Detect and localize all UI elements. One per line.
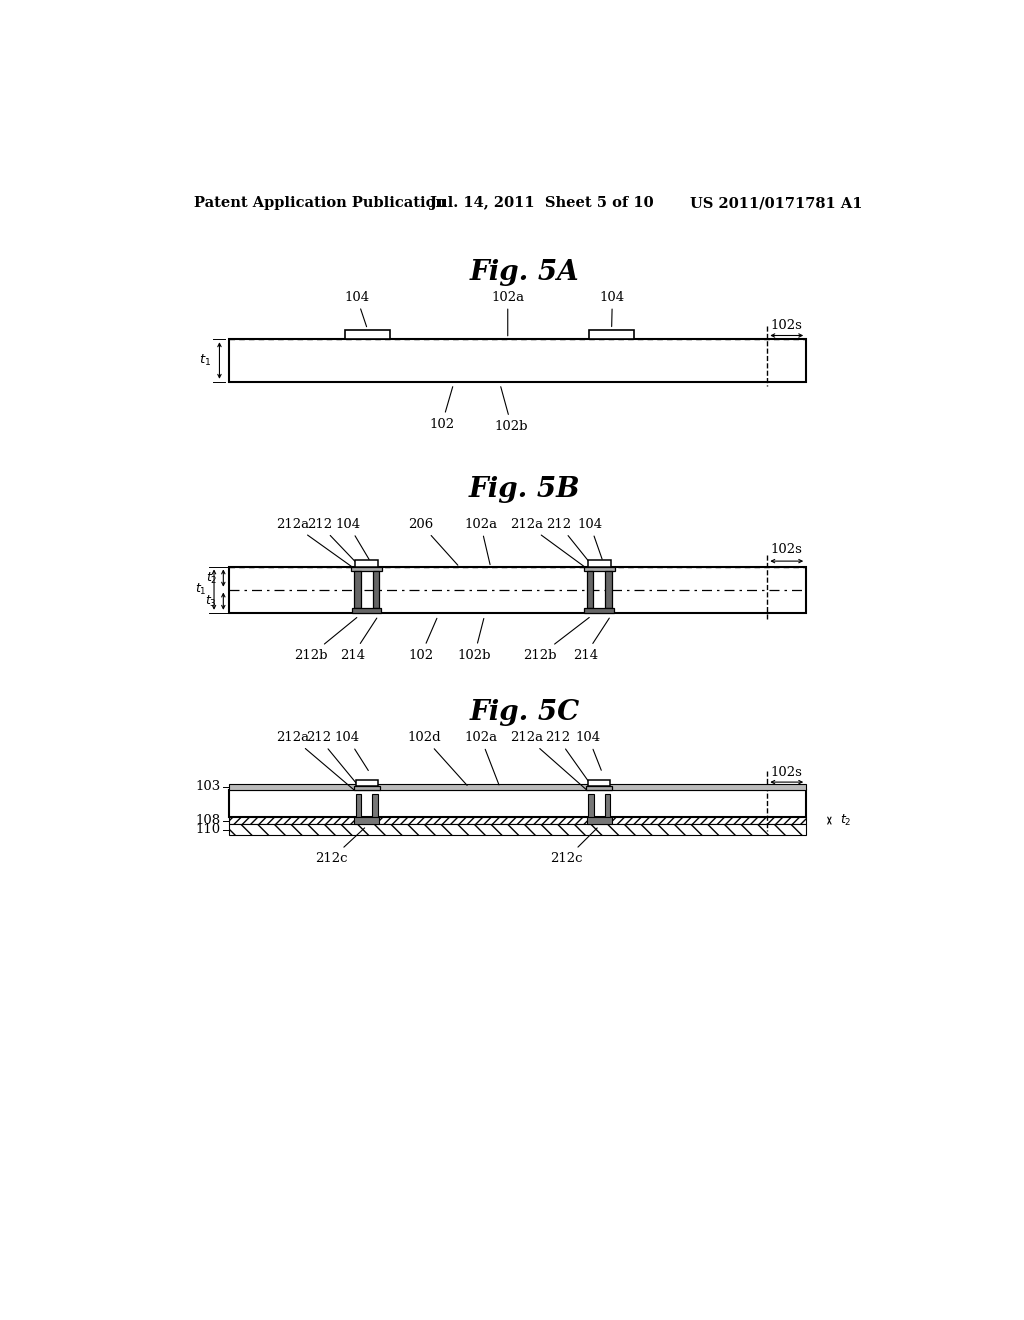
Text: $t_2$: $t_2$ xyxy=(206,570,217,586)
Text: 104: 104 xyxy=(336,517,369,560)
Text: 102s: 102s xyxy=(771,767,803,779)
Bar xyxy=(345,330,390,339)
Bar xyxy=(228,817,806,825)
Text: 212b: 212b xyxy=(523,618,589,661)
Text: 212a: 212a xyxy=(510,517,586,568)
Text: 212b: 212b xyxy=(294,618,356,661)
Text: $t_1$: $t_1$ xyxy=(195,582,206,597)
Text: Fig. 5C: Fig. 5C xyxy=(470,700,580,726)
Bar xyxy=(589,330,634,339)
Text: 102: 102 xyxy=(409,618,437,661)
Bar xyxy=(605,572,611,609)
Text: 102a: 102a xyxy=(492,290,524,335)
Text: 206: 206 xyxy=(409,517,458,565)
Bar xyxy=(589,793,594,817)
Text: 102a: 102a xyxy=(464,731,499,785)
Text: 212a: 212a xyxy=(275,517,353,568)
Text: 108: 108 xyxy=(196,814,221,828)
Bar xyxy=(585,609,614,612)
Text: Patent Application Publication: Patent Application Publication xyxy=(194,197,445,210)
Bar xyxy=(353,785,380,789)
Text: 102d: 102d xyxy=(408,731,467,785)
Text: 104: 104 xyxy=(335,731,369,771)
Bar xyxy=(604,793,610,817)
Text: 102b: 102b xyxy=(458,619,492,661)
Bar xyxy=(373,572,379,609)
Bar xyxy=(584,566,614,572)
Text: 212a: 212a xyxy=(275,731,354,791)
Text: Fig. 5A: Fig. 5A xyxy=(470,259,580,286)
Bar xyxy=(228,825,806,836)
Text: $t_1$: $t_1$ xyxy=(199,352,211,368)
Text: 214: 214 xyxy=(572,618,609,661)
Text: 104: 104 xyxy=(578,517,602,560)
Bar xyxy=(586,785,612,789)
Bar xyxy=(588,560,611,566)
Bar xyxy=(228,566,806,612)
Text: 104: 104 xyxy=(575,731,601,771)
Bar xyxy=(352,609,381,612)
Bar xyxy=(589,780,610,785)
Text: US 2011/0171781 A1: US 2011/0171781 A1 xyxy=(690,197,862,210)
Text: 212: 212 xyxy=(547,517,594,568)
Bar xyxy=(356,793,361,817)
Bar xyxy=(587,572,593,609)
Text: 214: 214 xyxy=(340,618,377,661)
Bar xyxy=(355,560,378,566)
Text: 102b: 102b xyxy=(495,387,528,433)
Text: 212c: 212c xyxy=(551,828,597,865)
Text: 104: 104 xyxy=(344,290,370,327)
Bar xyxy=(356,780,378,785)
Bar xyxy=(587,817,611,825)
Text: 102s: 102s xyxy=(771,543,803,556)
Text: 110: 110 xyxy=(196,824,221,837)
Bar xyxy=(228,784,806,789)
Bar xyxy=(228,339,806,381)
Text: 102a: 102a xyxy=(464,517,498,565)
Bar xyxy=(354,817,379,825)
Bar xyxy=(351,566,382,572)
Text: 104: 104 xyxy=(600,290,625,326)
Text: 212: 212 xyxy=(306,731,361,789)
Bar xyxy=(372,793,378,817)
Text: 212: 212 xyxy=(545,731,595,789)
Text: 212c: 212c xyxy=(315,828,365,865)
Text: $t_2$: $t_2$ xyxy=(841,813,852,828)
Bar xyxy=(228,789,806,817)
Bar xyxy=(354,572,360,609)
Text: 102: 102 xyxy=(429,387,455,430)
Text: 102s: 102s xyxy=(771,319,803,333)
Text: $t_3$: $t_3$ xyxy=(206,594,217,609)
Text: Jul. 14, 2011  Sheet 5 of 10: Jul. 14, 2011 Sheet 5 of 10 xyxy=(430,197,654,210)
Text: 212a: 212a xyxy=(511,731,587,791)
Text: 103: 103 xyxy=(196,780,221,793)
Text: Fig. 5B: Fig. 5B xyxy=(469,477,581,503)
Text: 212: 212 xyxy=(307,517,360,568)
